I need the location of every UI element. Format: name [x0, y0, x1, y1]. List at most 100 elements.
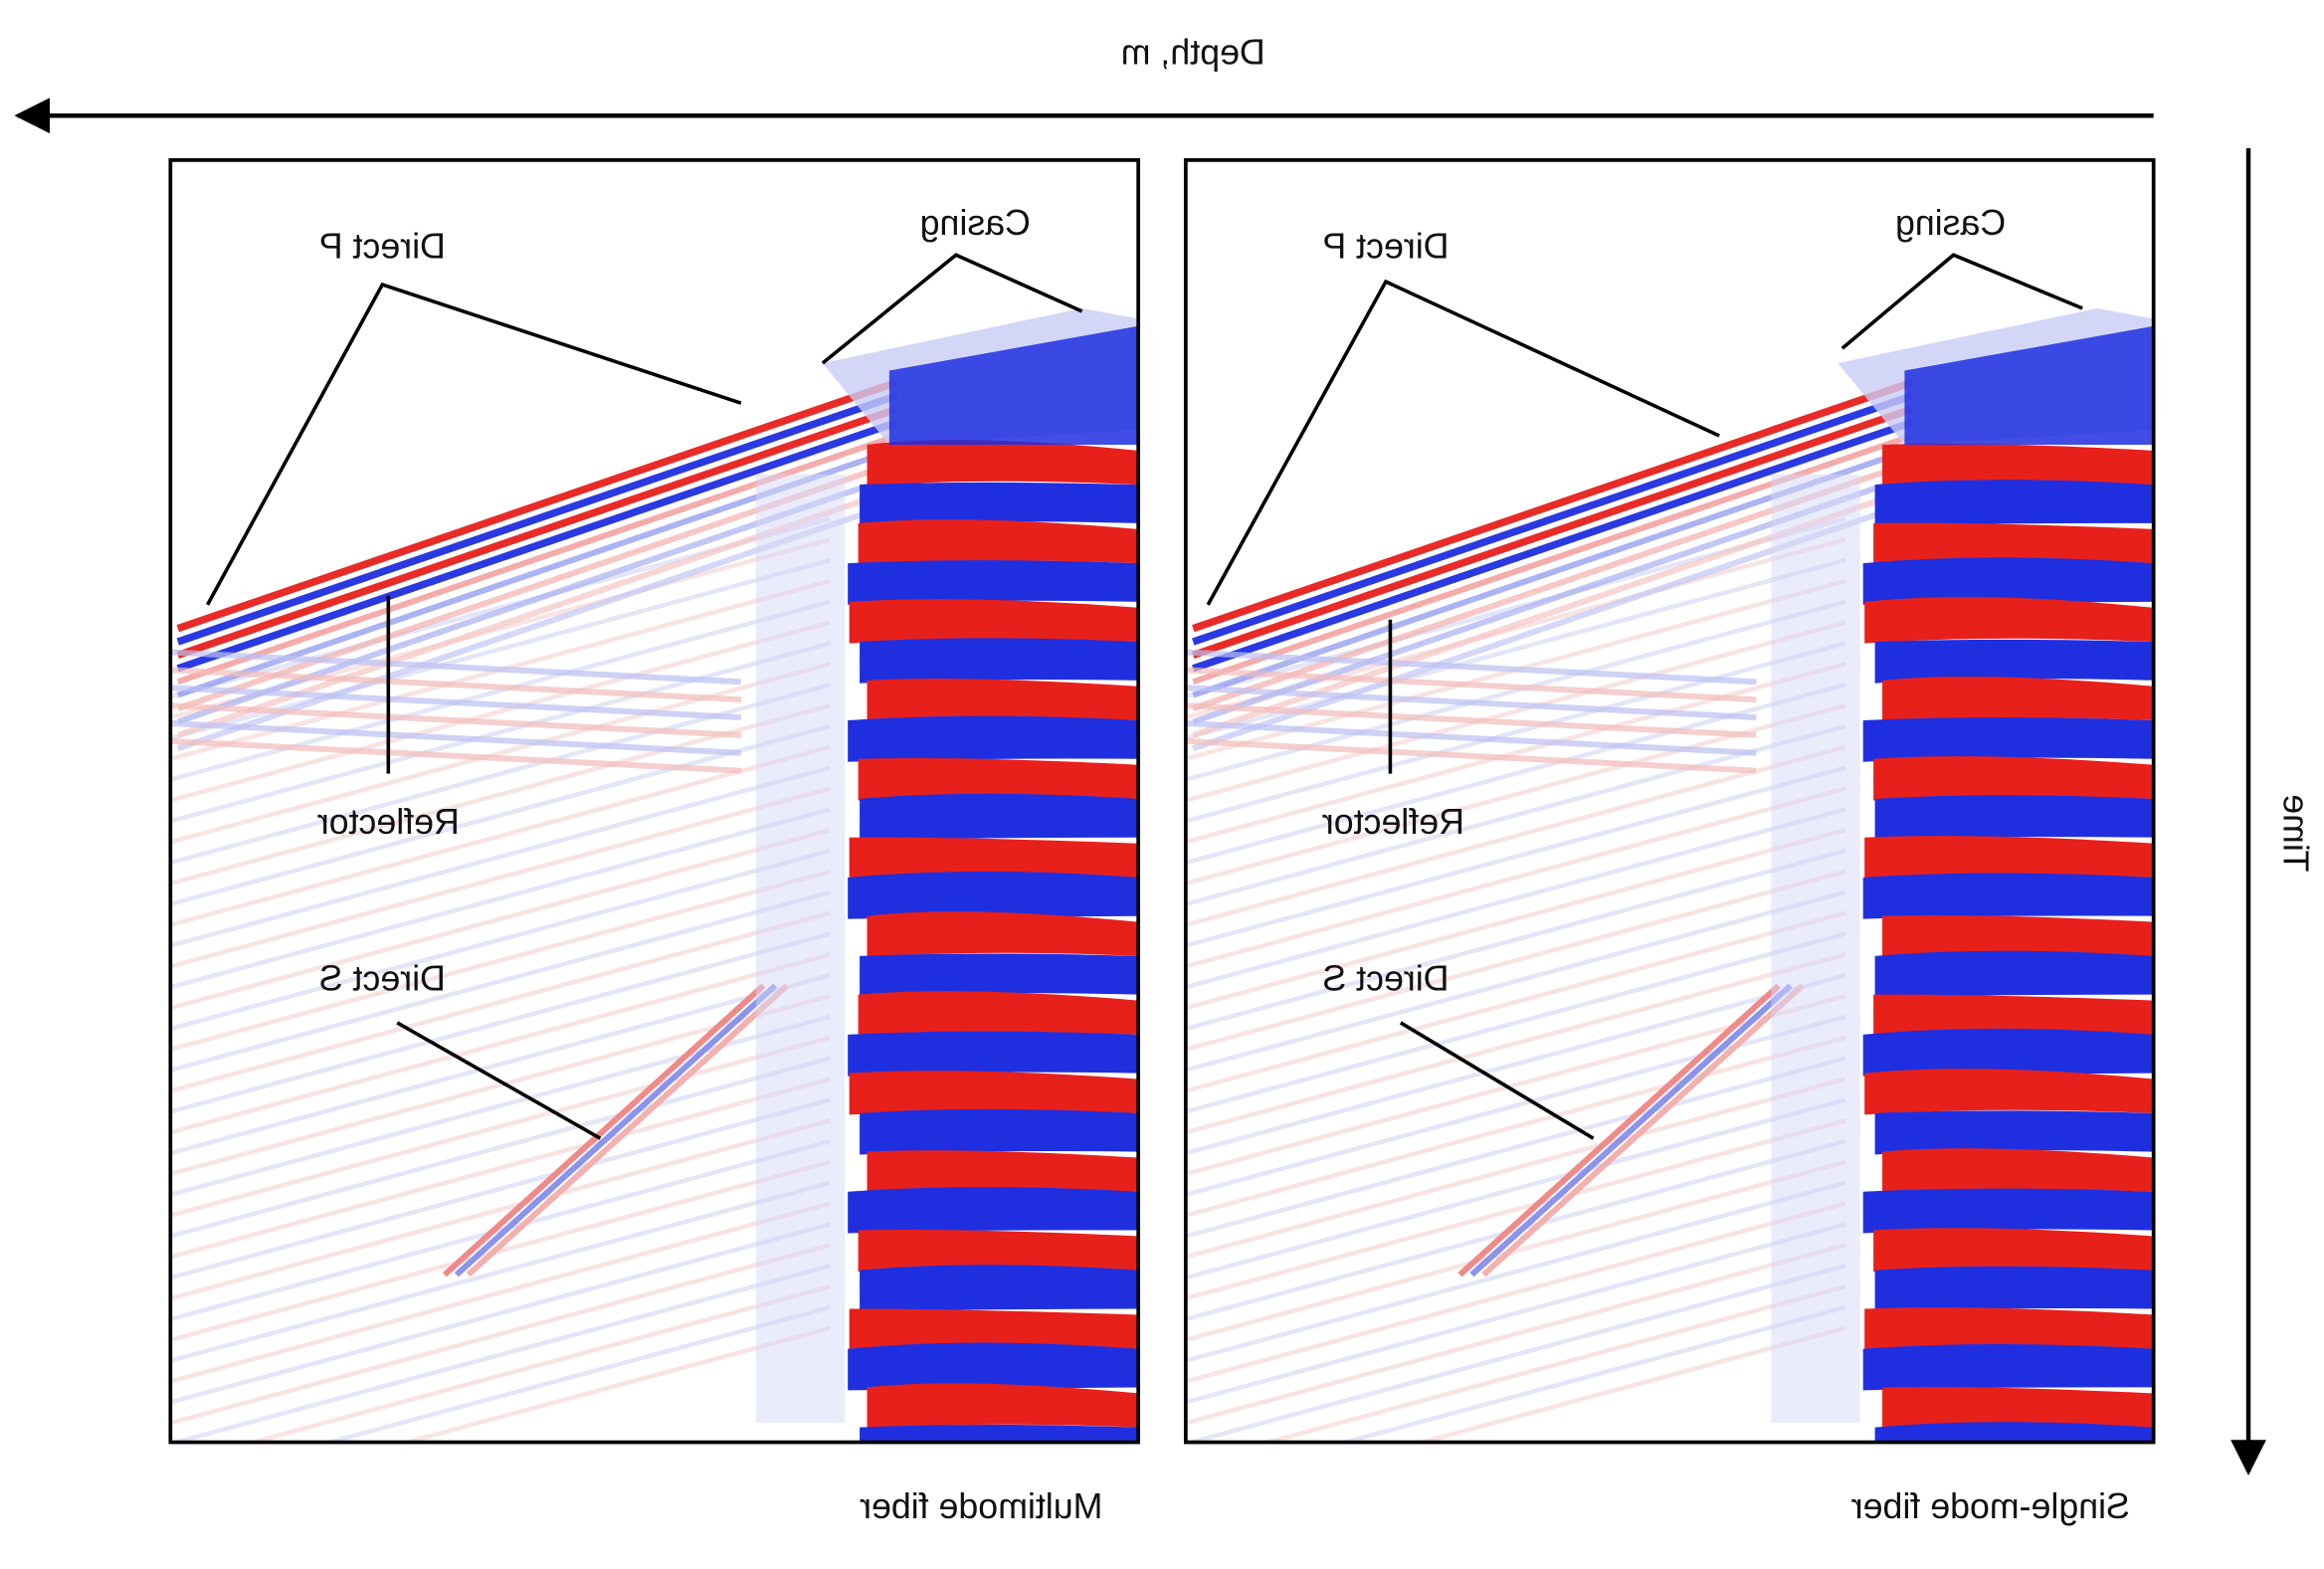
leader-line [821, 253, 1083, 365]
seismic-trace [1862, 1028, 2154, 1077]
seismic-trace [170, 952, 831, 1135]
seismic-panel [170, 159, 1139, 1443]
seismic-trace [1864, 597, 2154, 644]
seismic-trace [849, 837, 1139, 880]
seismic-trace [1862, 1188, 2154, 1234]
seismic-trace [176, 405, 898, 660]
seismic-trace [1185, 744, 1846, 927]
seismic-trace [867, 911, 1139, 958]
seismic-trace [1862, 717, 2154, 762]
seismic-trace [1873, 756, 2154, 801]
seismic-trace [1185, 869, 1846, 1052]
seismic-trace [170, 1264, 831, 1443]
seismic-trace [398, 1325, 831, 1443]
seismic-trace [888, 325, 1139, 445]
seismic-trace [170, 1097, 831, 1280]
seismic-trace [1874, 639, 2154, 684]
seismic-trace [1185, 1077, 1846, 1260]
seismic-trace [848, 560, 1139, 605]
seismic-trace [1904, 325, 2154, 445]
seismic-trace [1336, 1304, 1846, 1443]
seismic-trace [1864, 836, 2154, 880]
seismic-trace [860, 1424, 1139, 1443]
seismic-trace [1882, 443, 2154, 487]
seismic-trace [170, 1077, 831, 1260]
seismic-trace [867, 1150, 1139, 1194]
seismic-trace [1874, 950, 2154, 998]
seismic-trace [1192, 405, 1914, 660]
annotation: Direct P [1322, 227, 1449, 267]
seismic-trace [1874, 1266, 2154, 1312]
seismic-trace [170, 765, 831, 948]
seismic-trace [1259, 1283, 1846, 1443]
seismic-trace [1185, 1138, 1846, 1322]
seismic-trace [1185, 1222, 1846, 1405]
seismic-trace [466, 983, 790, 1277]
seismic-trace [170, 1222, 831, 1405]
annotation: Direct S [1322, 959, 1449, 999]
seismic-trace [1481, 983, 1805, 1277]
seismic-trace [170, 667, 742, 703]
seismic-trace [170, 1180, 831, 1363]
seismic-trace [170, 910, 831, 1093]
seismic-trace [170, 599, 831, 782]
seismic-trace [170, 1118, 831, 1301]
seismic-trace [1873, 522, 2154, 565]
seismic-trace [176, 392, 898, 646]
seismic-trace [1771, 474, 1860, 1424]
seismic-trace [170, 1159, 831, 1342]
seismic-trace [867, 1383, 1139, 1430]
seismic-trace [442, 983, 766, 1277]
seismic-trace [244, 1283, 831, 1443]
seismic-trace [170, 737, 742, 774]
annotation: Direct S [319, 959, 446, 999]
seismic-trace [860, 953, 1139, 998]
seismic-trace [1185, 973, 1846, 1156]
annotation: Casing [1895, 203, 2006, 243]
seismic-trace [1185, 662, 1846, 845]
seismic-trace [1185, 599, 1846, 782]
seismic-trace [1469, 983, 1793, 1277]
seismic-trace [1862, 873, 2154, 919]
seismic-trace [1873, 994, 2154, 1037]
seismic-trace [170, 848, 831, 1032]
seismic-trace [1185, 910, 1846, 1093]
seismic-trace [170, 869, 831, 1052]
seismic-trace [860, 1108, 1139, 1155]
seismic-trace [1185, 1264, 1846, 1443]
seismic-trace [1185, 1118, 1846, 1301]
leader-line [396, 1021, 602, 1140]
seismic-trace [170, 744, 831, 927]
seismic-trace [170, 649, 742, 686]
seismic-trace [170, 828, 831, 1011]
seismic-trace [1864, 1307, 2154, 1351]
seismic-trace [320, 1304, 831, 1443]
seismic-trace [1185, 952, 1846, 1135]
seismic-trace [1185, 720, 1757, 756]
seismic-trace [1185, 737, 1757, 774]
seismic-trace [1185, 807, 1846, 990]
seismic-trace [170, 662, 831, 845]
seismic-trace [867, 440, 1139, 487]
annotation: Reflector [1322, 802, 1464, 842]
seismic-trace [849, 1071, 1139, 1115]
seismic-trace [170, 720, 742, 756]
seismic-trace [1882, 677, 2154, 722]
seismic-trace [170, 931, 831, 1114]
seismic-trace [1185, 649, 1757, 686]
seismic-trace [849, 1308, 1139, 1351]
leader-line [1206, 279, 1720, 606]
seismic-trace [849, 599, 1139, 644]
seismic-trace [1874, 480, 2154, 526]
seismic-trace [848, 1187, 1139, 1234]
seismic-trace [170, 641, 831, 824]
seismic-trace [867, 679, 1139, 722]
seismic-trace [1185, 1201, 1846, 1384]
seismic-trace [170, 702, 742, 738]
seismic-trace [170, 889, 831, 1073]
seismic-trace [1882, 1386, 2154, 1430]
seismic-trace [848, 1342, 1139, 1391]
panel-caption: Single-mode fiber [1851, 1486, 2130, 1526]
seismic-trace [1413, 1325, 1846, 1443]
